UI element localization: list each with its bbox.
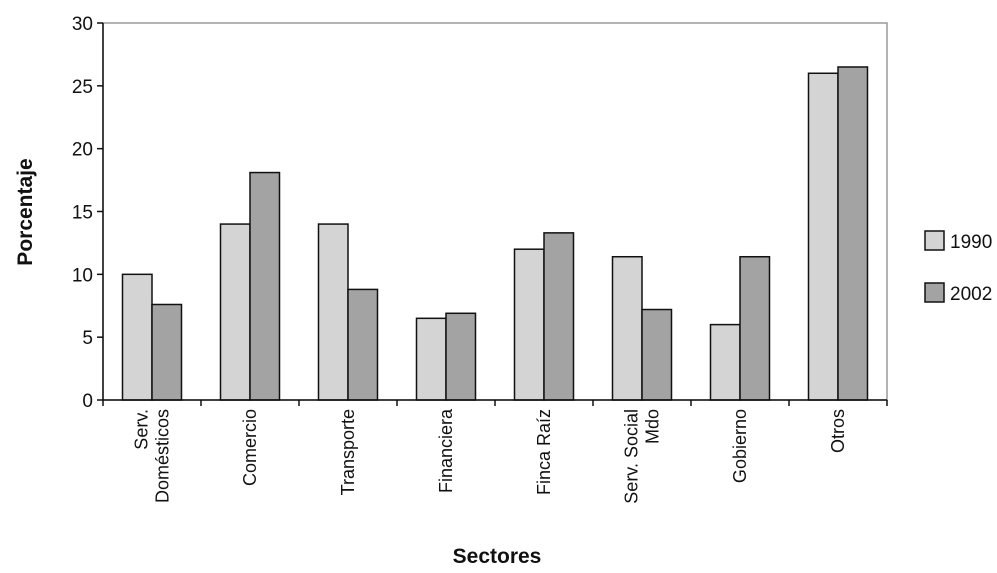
category-label: Serv. Domésticos [132, 409, 173, 503]
bar-2002-1 [249, 171, 281, 401]
bar-1990-5 [611, 255, 643, 401]
legend: 1990 2002 [924, 230, 992, 305]
bar-2002-6 [739, 255, 771, 401]
category-label-line: Comercio [240, 409, 260, 486]
category-label: Financiera [436, 408, 456, 493]
legend-swatch-2002 [924, 282, 945, 303]
y-axis-title: Porcentaje [14, 158, 37, 265]
category-label-line: Financiera [436, 408, 456, 493]
category-labels-group: Serv. Domésticos Comercio Transporte Financi… [132, 408, 849, 504]
ticks-group: 0 5 10 15 20 25 30 [72, 14, 888, 412]
category-label-line: Serv. Social [622, 409, 642, 504]
category-label: Otros [828, 409, 848, 453]
legend-label-1990: 1990 [950, 232, 992, 253]
category-label-line: Gobierno [730, 409, 750, 483]
y-tick-label: 15 [72, 203, 93, 224]
category-label: Gobierno [730, 409, 750, 483]
bar-2002-0 [151, 303, 183, 401]
category-label: Transporte [338, 409, 358, 495]
bar-2002-7 [837, 66, 869, 401]
bar-1990-3 [415, 317, 447, 401]
y-tick-label: 5 [82, 328, 93, 349]
category-label-line: Serv. [132, 409, 152, 450]
category-label-line: Finca Raíz [534, 409, 554, 495]
y-tick-label: 0 [82, 391, 93, 412]
bar-1990-0 [121, 273, 153, 401]
bar-1990-1 [219, 223, 251, 401]
bar-2002-3 [445, 312, 477, 401]
category-label-line: Otros [828, 409, 848, 453]
category-label: Finca Raíz [534, 409, 554, 495]
category-label: Serv. Social Mdo [622, 409, 663, 504]
y-tick-label: 25 [72, 77, 93, 98]
y-tick-label: 10 [72, 265, 93, 286]
category-label: Comercio [240, 409, 260, 486]
bar-2002-5 [641, 308, 673, 401]
y-tick-label: 30 [72, 14, 93, 35]
bar-1990-7 [807, 72, 839, 401]
bar-1990-6 [709, 323, 741, 401]
bar-2002-4 [543, 232, 575, 401]
legend-label-2002: 2002 [950, 284, 992, 305]
category-label-line: Domésticos [153, 409, 173, 503]
bar-1990-4 [513, 248, 545, 401]
legend-swatch-1990 [924, 230, 945, 251]
category-label-line: Mdo [643, 409, 663, 444]
bars-group [121, 66, 869, 401]
category-label-line: Transporte [338, 409, 358, 495]
x-axis-title: Sectores [453, 545, 542, 568]
bar-1990-2 [317, 223, 349, 401]
y-tick-label: 20 [72, 140, 93, 161]
bar-2002-2 [347, 288, 379, 401]
